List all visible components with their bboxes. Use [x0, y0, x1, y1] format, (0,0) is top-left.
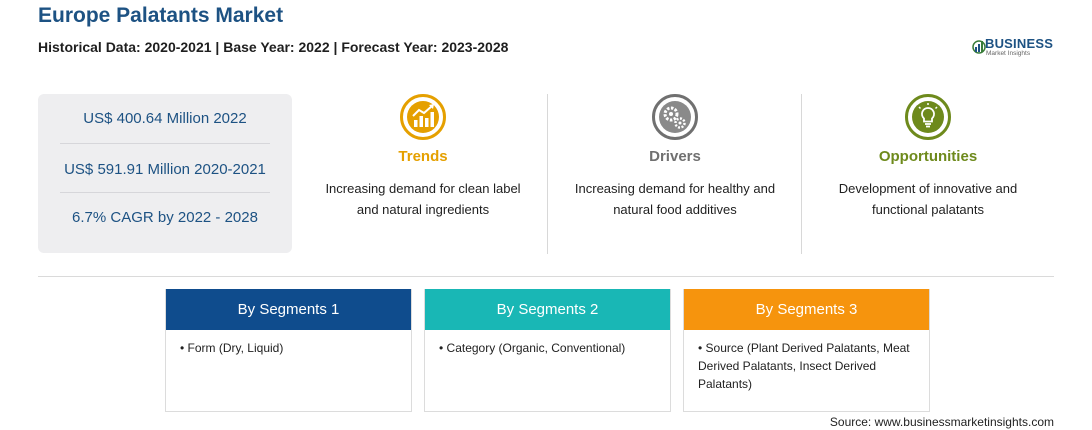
logo-tagline: Market Insights: [986, 50, 1031, 57]
feature-trends: Trends Increasing demand for clean label…: [300, 94, 546, 254]
feature-title: Drivers: [649, 148, 701, 165]
feature-drivers: Drivers Increasing demand for healthy an…: [552, 94, 798, 254]
feature-divider: [547, 94, 548, 254]
stats-panel: US$ 400.64 Million 2022 US$ 591.91 Milli…: [38, 94, 292, 253]
trend-chart-icon: [400, 94, 446, 140]
feature-divider: [801, 94, 802, 254]
feature-description-line: Development of innovative and: [838, 181, 1018, 196]
feature-opportunities: Opportunities Development of innovative …: [805, 94, 1051, 254]
segment-body: • Category (Organic, Conventional): [439, 341, 626, 355]
stat-market-value-historical: US$ 591.91 Million 2020-2021: [64, 161, 266, 178]
segment-card-3: By Segments 3 • Source (Plant Derived Pa…: [683, 289, 930, 412]
page-title: Europe Palatants Market: [38, 4, 284, 27]
segment-title: By Segments 3: [684, 289, 929, 330]
globe-bars-icon: [972, 40, 986, 54]
feature-description-line: natural food additives: [613, 202, 737, 217]
feature-description: Increasing demand for clean label and na…: [300, 178, 546, 220]
segment-body: • Source (Plant Derived Palatants, Meat …: [698, 341, 910, 391]
segment-card-1: By Segments 1 • Form (Dry, Liquid): [165, 289, 412, 412]
stat-divider: [60, 143, 270, 144]
segment-body: • Form (Dry, Liquid): [180, 341, 284, 355]
brand-logo: BUSINESS Market Insights: [972, 36, 1062, 60]
page-subtitle: Historical Data: 2020-2021 | Base Year: …: [38, 39, 509, 55]
feature-description: Increasing demand for healthy and natura…: [552, 178, 798, 220]
feature-description-line: and natural ingredients: [356, 202, 490, 217]
section-divider: [38, 276, 1054, 277]
lightbulb-icon: [905, 94, 951, 140]
segment-title: By Segments 1: [166, 289, 411, 330]
source-link[interactable]: Source: www.businessmarketinsights.com: [829, 415, 1054, 429]
stat-market-value-2022: US$ 400.64 Million 2022: [83, 110, 247, 127]
feature-title: Opportunities: [878, 148, 978, 165]
stat-divider: [60, 192, 270, 193]
feature-title: Trends: [398, 148, 448, 165]
segment-card-2: By Segments 2 • Category (Organic, Conve…: [424, 289, 671, 412]
logo-name: BUSINESS: [985, 36, 1054, 51]
stat-cagr: 6.7% CAGR by 2022 - 2028: [72, 209, 258, 226]
feature-description: Development of innovative and functional…: [805, 178, 1051, 220]
segment-title: By Segments 2: [425, 289, 670, 330]
gears-icon: [652, 94, 698, 140]
feature-description-line: Increasing demand for clean label: [325, 181, 521, 196]
feature-description-line: functional palatants: [871, 202, 985, 217]
feature-description-line: Increasing demand for healthy and: [574, 181, 776, 196]
